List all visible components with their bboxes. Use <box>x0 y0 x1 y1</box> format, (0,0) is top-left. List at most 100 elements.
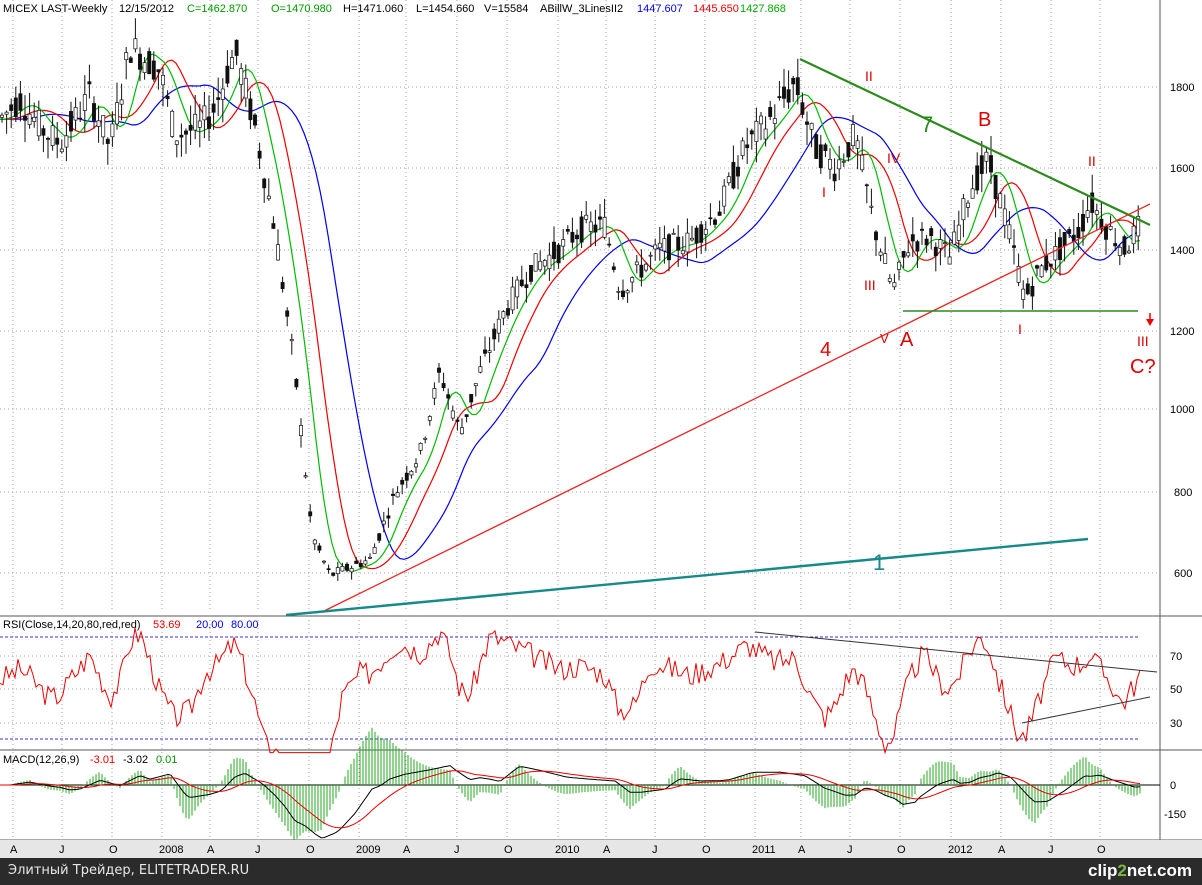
candle-body <box>78 117 83 120</box>
candle-body <box>391 493 395 496</box>
x-tick-13: J <box>652 844 658 856</box>
candle-body <box>805 121 809 125</box>
candle-body <box>703 228 708 235</box>
candle-body <box>607 243 612 246</box>
wave-label-II-top: II <box>865 68 873 84</box>
candle-body <box>979 155 984 174</box>
candle-body <box>363 560 368 565</box>
candle-body <box>460 427 464 435</box>
candle-body <box>1136 215 1141 237</box>
candle-body <box>841 160 846 163</box>
candle-body <box>128 57 133 63</box>
footer-text: Элитный Трейдер, ELITETRADER.RU <box>8 863 250 878</box>
x-tick-17: J <box>847 844 853 856</box>
low-value: L=1454.660 <box>416 3 474 15</box>
candle-body <box>892 282 897 288</box>
candle-body <box>358 563 363 568</box>
candle-body <box>538 260 543 271</box>
wave-label-III-2011: III <box>864 277 876 293</box>
rsi-tick-30: 30 <box>1170 718 1182 730</box>
x-tick-20: A <box>998 844 1006 856</box>
candle-body <box>920 228 924 231</box>
rsi-label: RSI(Close,14,20,80,red,red) <box>3 619 141 631</box>
candle-body <box>630 277 635 283</box>
candle-body <box>575 234 579 240</box>
candle-body <box>1067 229 1072 234</box>
candle-body <box>110 123 115 138</box>
candle-body <box>496 318 501 334</box>
candle-body <box>262 178 267 189</box>
x-tick-18: O <box>897 844 906 856</box>
candle-body <box>726 176 731 184</box>
candle-body <box>174 140 179 145</box>
candle-body <box>800 102 805 115</box>
candle-body <box>225 65 230 84</box>
candle-body <box>179 134 184 138</box>
candle-body <box>193 113 198 131</box>
wave-label-III-2012: III <box>1137 333 1149 349</box>
candle-body <box>1012 245 1016 248</box>
price-tick-800: 800 <box>1174 487 1192 499</box>
candle-body <box>483 349 487 354</box>
candle-body <box>285 310 290 317</box>
candle-body <box>1117 246 1122 256</box>
candle-body <box>828 159 832 170</box>
candle-body <box>156 69 161 73</box>
x-tick-2: O <box>109 844 118 856</box>
candle-body <box>469 394 474 403</box>
candle-body <box>9 104 14 111</box>
candle-body <box>1131 225 1136 245</box>
wave-label-C: C? <box>1130 356 1156 378</box>
candle-body <box>1002 208 1007 226</box>
candle-body <box>837 159 842 170</box>
indicator-name: ABillW_3LinesII2 <box>540 3 623 15</box>
candle-body <box>478 366 483 373</box>
ma-blue-value: 1447.607 <box>637 3 683 15</box>
candle-body <box>556 244 561 264</box>
price-tick-1600: 1600 <box>1170 163 1194 175</box>
clip2net-logo: clip2net.com <box>1088 861 1192 880</box>
candle-body <box>906 252 911 257</box>
candle-body <box>639 264 644 278</box>
candle-body <box>294 378 299 388</box>
candle-body <box>1044 255 1049 271</box>
candle-body <box>754 120 759 142</box>
candle-body <box>73 107 78 121</box>
x-tick-19: 2012 <box>948 844 972 856</box>
candle-body <box>18 93 23 111</box>
candle-body <box>289 339 294 342</box>
candle-body <box>0 114 4 118</box>
ma-red-value: 1445.650 <box>693 3 739 15</box>
price-bars <box>0 18 1141 581</box>
candle-body <box>308 511 313 517</box>
candle-body <box>400 479 405 485</box>
candle-body <box>763 128 768 140</box>
candle-body <box>368 556 372 559</box>
candle-body <box>1053 246 1058 261</box>
candle-body <box>952 231 957 245</box>
candle-body <box>381 520 386 525</box>
candle-body <box>1085 210 1090 218</box>
candle-body <box>782 86 786 99</box>
candle-body <box>1039 265 1044 278</box>
candle-body <box>713 219 717 225</box>
candle-body <box>740 140 745 156</box>
candle-body <box>547 254 552 269</box>
candle-body <box>685 232 690 253</box>
candle-body <box>897 261 901 270</box>
candle-body <box>234 39 239 56</box>
candle-body <box>119 99 124 105</box>
candle-body <box>961 198 966 221</box>
candle-body <box>423 437 428 440</box>
candle-body <box>662 238 667 252</box>
candle-body <box>101 115 106 138</box>
x-tick-15: 2011 <box>752 844 776 856</box>
candle-body <box>708 217 713 220</box>
candle-body <box>165 95 170 100</box>
candle-body <box>768 107 773 117</box>
candle-body <box>418 443 423 451</box>
candle-body <box>809 122 814 130</box>
candle-body <box>533 253 538 272</box>
candle-body <box>1108 226 1113 230</box>
x-tick-21: J <box>1048 844 1054 856</box>
